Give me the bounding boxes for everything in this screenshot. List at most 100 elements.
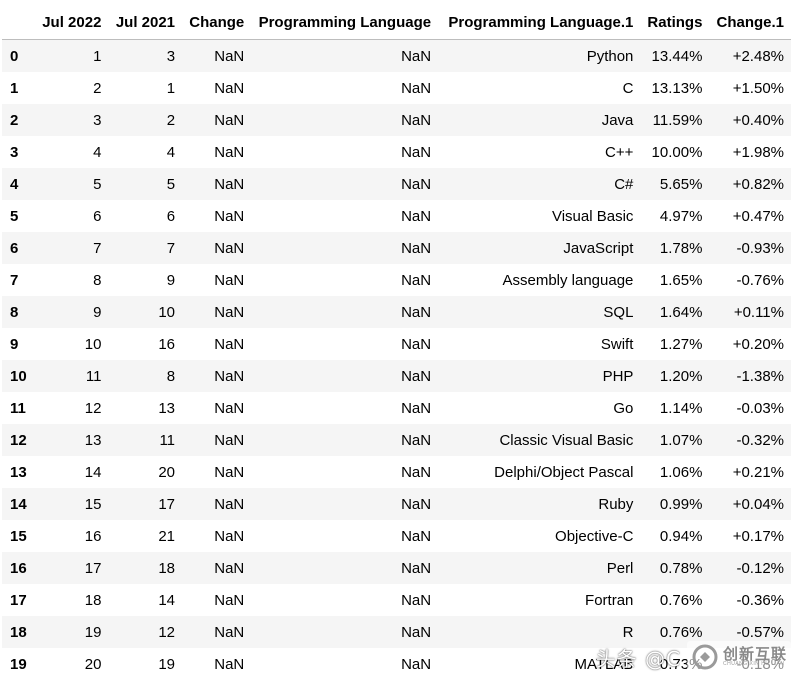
cell-jul-2021: 1	[166, 79, 176, 97]
cell-jul-2022: 6	[93, 207, 102, 225]
cell-programming-language: NaN	[401, 495, 432, 513]
cell-programming-language-1: Python	[586, 47, 634, 65]
header-change: Change	[182, 6, 252, 40]
cell-change: NaN	[214, 271, 245, 289]
cell-programming-language: NaN	[401, 623, 432, 641]
cell-ratings: 0.76%	[659, 623, 703, 641]
cell-programming-language-1: Delphi/Object Pascal	[494, 463, 634, 481]
table-row: 10 11 8 NaN NaN PHP 1.20% -1.38%	[2, 360, 791, 392]
cell-change: NaN	[214, 207, 245, 225]
cell-change: NaN	[214, 431, 245, 449]
cell-ratings: 13.13%	[651, 79, 703, 97]
cell-programming-language-1: SQL	[603, 303, 634, 321]
cell-jul-2021: 14	[158, 591, 176, 609]
cell-programming-language: NaN	[401, 303, 432, 321]
cell-change: NaN	[214, 527, 245, 545]
cell-jul-2022: 19	[84, 623, 102, 641]
cell-change-1: -0.57%	[736, 623, 784, 641]
cell-programming-language-1: Perl	[606, 559, 634, 577]
cell-change-1: -0.12%	[736, 559, 784, 577]
row-index: 6	[10, 239, 19, 257]
cell-jul-2021: 11	[159, 431, 176, 449]
cell-jul-2021: 19	[158, 655, 176, 673]
cell-change: NaN	[214, 623, 245, 641]
cell-change: NaN	[214, 335, 245, 353]
header-row: Jul 2022 Jul 2021 Change Programming Lan…	[2, 6, 791, 40]
cell-jul-2022: 15	[84, 495, 102, 513]
row-index: 0	[10, 47, 19, 65]
cell-jul-2021: 6	[166, 207, 176, 225]
row-index: 5	[10, 207, 19, 225]
row-index: 8	[10, 303, 19, 321]
table-row: 13 14 20 NaN NaN Delphi/Object Pascal 1.06% +0.…	[2, 456, 791, 488]
cell-programming-language: NaN	[401, 335, 432, 353]
cell-programming-language: NaN	[401, 399, 432, 417]
header-programming-language-1: Programming Language.1	[438, 6, 641, 40]
cell-ratings: 1.64%	[659, 303, 703, 321]
cell-jul-2022: 5	[93, 175, 102, 193]
cell-change: NaN	[214, 111, 245, 129]
header-jul-2022: Jul 2022	[34, 6, 109, 40]
cell-programming-language-1: Assembly language	[502, 271, 634, 289]
cell-jul-2021: 13	[158, 399, 176, 417]
cell-jul-2021: 17	[158, 495, 176, 513]
cell-programming-language-1: Visual Basic	[551, 207, 634, 225]
cell-change: NaN	[214, 367, 245, 385]
cell-change-1: +0.04%	[732, 495, 784, 513]
header-change-1: Change.1	[709, 6, 791, 40]
cell-change-1: +0.82%	[732, 175, 784, 193]
cell-jul-2022: 1	[93, 47, 102, 65]
cell-change: NaN	[214, 591, 245, 609]
cell-programming-language-1: Fortran	[585, 591, 634, 609]
cell-jul-2021: 5	[166, 175, 176, 193]
cell-jul-2021: 20	[158, 463, 176, 481]
cell-programming-language: NaN	[401, 271, 432, 289]
table-row: 11 12 13 NaN NaN Go 1.14% -0.03%	[2, 392, 791, 424]
cell-programming-language-1: Java	[601, 111, 634, 129]
row-index: 4	[10, 175, 19, 193]
cell-change-1: -0.18%	[736, 655, 784, 673]
table-body: 0 1 3 NaN NaN Python 13.44% +2.48% 1 2 1 NaN NaN C 13.…	[2, 39, 791, 680]
cell-programming-language-1: C++	[605, 143, 634, 161]
cell-jul-2021: 8	[166, 367, 176, 385]
cell-ratings: 0.78%	[659, 559, 703, 577]
row-index: 12	[10, 431, 27, 449]
cell-ratings: 1.27%	[659, 335, 703, 353]
table-row: 17 18 14 NaN NaN Fortran 0.76% -0.36%	[2, 584, 791, 616]
cell-ratings: 4.97%	[659, 207, 703, 225]
cell-programming-language-1: R	[622, 623, 634, 641]
cell-change-1: -0.03%	[736, 399, 784, 417]
cell-programming-language: NaN	[401, 47, 432, 65]
cell-jul-2021: 16	[158, 335, 176, 353]
cell-ratings: 1.65%	[659, 271, 703, 289]
row-index: 15	[10, 527, 27, 545]
cell-jul-2022: 12	[84, 399, 102, 417]
cell-change: NaN	[214, 303, 245, 321]
cell-change-1: +0.17%	[732, 527, 784, 545]
cell-ratings: 1.14%	[659, 399, 703, 417]
cell-jul-2022: 8	[93, 271, 102, 289]
cell-jul-2022: 13	[84, 431, 102, 449]
cell-programming-language: NaN	[401, 207, 432, 225]
row-index: 16	[10, 559, 27, 577]
cell-programming-language: NaN	[401, 527, 432, 545]
cell-change: NaN	[214, 239, 245, 257]
table-row: 4 5 5 NaN NaN C# 5.65% +0.82%	[2, 168, 791, 200]
cell-jul-2022: 17	[84, 559, 102, 577]
row-index: 19	[10, 655, 27, 673]
row-index: 10	[10, 367, 27, 385]
row-index: 2	[10, 111, 19, 129]
cell-change-1: -0.76%	[736, 271, 784, 289]
cell-ratings: 10.00%	[651, 143, 703, 161]
header-index	[2, 6, 35, 40]
cell-change: NaN	[214, 495, 245, 513]
cell-change-1: +0.21%	[732, 463, 784, 481]
table-row: 16 17 18 NaN NaN Perl 0.78% -0.12%	[2, 552, 791, 584]
cell-ratings: 1.07%	[659, 431, 703, 449]
cell-jul-2021: 18	[158, 559, 176, 577]
cell-change: NaN	[214, 399, 245, 417]
cell-jul-2021: 10	[158, 303, 176, 321]
table-row: 2 3 2 NaN NaN Java 11.59% +0.40%	[2, 104, 791, 136]
cell-change-1: +1.50%	[732, 79, 784, 97]
row-index: 13	[10, 463, 27, 481]
